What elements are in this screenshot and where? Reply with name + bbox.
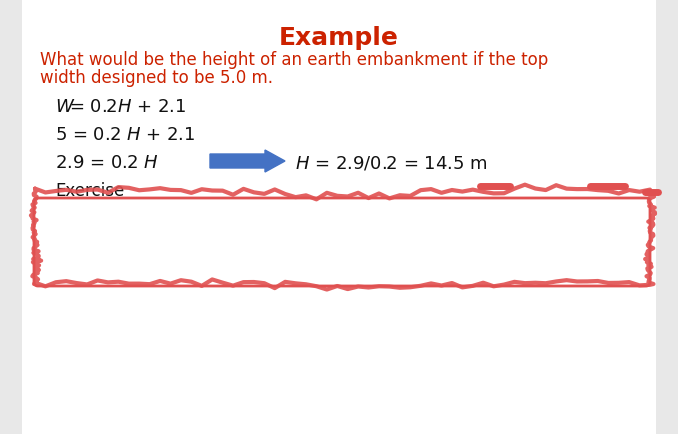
Text: Example: Example	[279, 26, 399, 50]
Text: Exercise: Exercise	[55, 182, 124, 200]
FancyBboxPatch shape	[34, 198, 650, 286]
Text: What would be the height of an earth embankment if the top: What would be the height of an earth emb…	[40, 51, 549, 69]
Text: = 0.2$H$ + 2.1: = 0.2$H$ + 2.1	[69, 98, 186, 116]
Text: $W$: $W$	[55, 98, 75, 116]
Text: If the designed dam is 12m height . what would be the: If the designed dam is 12m height . what…	[55, 206, 511, 224]
Text: bottom width of the dam?: bottom width of the dam?	[55, 227, 271, 245]
Text: 2.9 = 0.2 $H$: 2.9 = 0.2 $H$	[55, 154, 159, 172]
Text: width designed to be 5.0 m.: width designed to be 5.0 m.	[40, 69, 273, 87]
Text: 5 = 0.2 $H$ + 2.1: 5 = 0.2 $H$ + 2.1	[55, 126, 195, 144]
Text: $H$ = 2.9/0.2 = 14.5 m: $H$ = 2.9/0.2 = 14.5 m	[295, 154, 487, 172]
FancyBboxPatch shape	[22, 0, 656, 434]
FancyArrow shape	[210, 150, 285, 172]
